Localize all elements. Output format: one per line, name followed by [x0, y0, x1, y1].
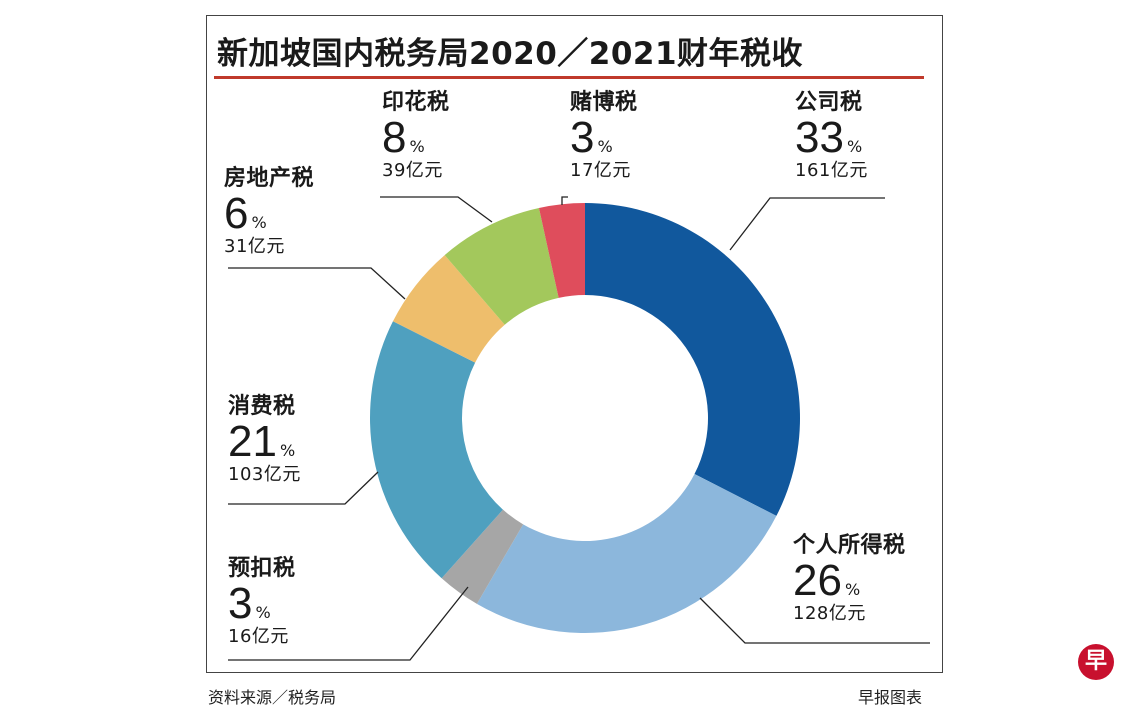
percent-symbol: %: [846, 137, 863, 156]
leader-betting-tax: [561, 196, 568, 205]
slice-name: 赌博税: [570, 90, 638, 115]
slice-company-tax: [585, 203, 800, 516]
label-company-tax: 公司税 33% 161亿元: [795, 92, 868, 180]
percent-symbol: %: [251, 213, 267, 232]
label-withholding-tax: 预扣税 3% 16亿元: [228, 558, 296, 646]
slice-percent: 21: [228, 417, 277, 466]
slice-name: 预扣税: [228, 556, 296, 581]
slice-amount: 31亿元: [224, 236, 285, 257]
leader-company-tax: [729, 197, 885, 251]
slice-property-tax: [392, 255, 505, 363]
slice-amount: 128亿元: [793, 603, 866, 624]
slice-stamp-duty: [444, 207, 559, 325]
zaobao-logo: 早: [1078, 644, 1114, 680]
slice-withholding-tax: [441, 509, 524, 604]
leader-personal-income-tax: [699, 597, 930, 644]
slice-betting-tax: [538, 203, 585, 298]
slice-percent: 6: [224, 189, 249, 238]
slice-name: 个人所得税: [793, 533, 906, 558]
title-underline: [214, 76, 924, 79]
slice-amount: 103亿元: [228, 464, 301, 485]
percent-symbol: %: [409, 137, 425, 156]
slice-name: 印花税: [382, 90, 450, 115]
slice-percent: 3: [228, 579, 253, 628]
slice-gst: [369, 321, 503, 579]
label-personal-income-tax: 个人所得税 26% 128亿元: [793, 535, 906, 623]
slice-name: 房地产税: [224, 166, 315, 191]
slice-amount: 16亿元: [228, 626, 289, 647]
chart-title: 新加坡国内税务局2020／2021财年税收: [217, 36, 804, 72]
slice-personal-income-tax: [476, 474, 777, 633]
chart-credit: 早报图表: [858, 688, 923, 707]
label-property-tax: 房地产税 6% 31亿元: [224, 168, 314, 256]
slice-amount: 161亿元: [795, 160, 868, 181]
slice-percent: 8: [382, 113, 407, 162]
percent-symbol: %: [597, 137, 613, 156]
leader-stamp-duty: [380, 196, 493, 223]
slice-name: 公司税: [795, 90, 863, 115]
leader-withholding-tax: [228, 586, 469, 661]
slice-percent: 3: [570, 113, 595, 162]
leader-gst: [228, 471, 379, 505]
percent-symbol: %: [279, 441, 296, 460]
slice-amount: 39亿元: [382, 160, 443, 181]
label-stamp-duty: 印花税 8% 39亿元: [382, 92, 450, 180]
slice-percent: 33: [795, 113, 844, 162]
leader-property-tax: [228, 267, 406, 300]
label-betting-tax: 赌博税 3% 17亿元: [570, 92, 638, 180]
label-gst: 消费税 21% 103亿元: [228, 396, 301, 484]
percent-symbol: %: [844, 580, 861, 599]
percent-symbol: %: [255, 603, 271, 622]
slice-name: 消费税: [228, 394, 296, 419]
data-source: 资料来源／税务局: [208, 688, 337, 707]
slice-percent: 26: [793, 556, 842, 605]
slice-amount: 17亿元: [570, 160, 631, 181]
